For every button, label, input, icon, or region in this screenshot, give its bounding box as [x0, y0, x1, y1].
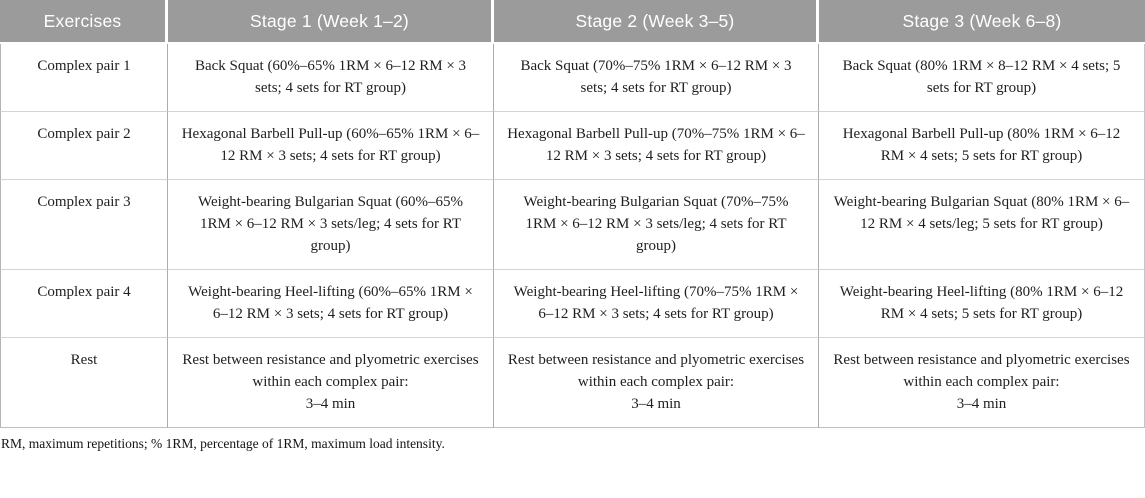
table-cell-stage1: Hexagonal Barbell Pull-up (60%–65% 1RM ×… [168, 112, 494, 180]
table-cell-stage1: Weight-bearing Bulgarian Squat (60%–65% … [168, 180, 494, 270]
table-cell-stage1: Rest between resistance and plyometric e… [168, 338, 494, 428]
table-row-complex-pair-3: Complex pair 3 Weight-bearing Bulgarian … [0, 180, 1145, 270]
table-body: Complex pair 1 Back Squat (60%–65% 1RM ×… [0, 44, 1145, 428]
table-cell-stage3: Back Squat (80% 1RM × 8–12 RM × 4 sets; … [819, 44, 1145, 112]
table-footnote: RM, maximum repetitions; % 1RM, percenta… [1, 436, 445, 451]
training-program-table: Exercises Stage 1 (Week 1–2) Stage 2 (We… [0, 0, 1145, 428]
table-cell-stage3: Hexagonal Barbell Pull-up (80% 1RM × 6–1… [819, 112, 1145, 180]
table-row-complex-pair-1: Complex pair 1 Back Squat (60%–65% 1RM ×… [0, 44, 1145, 112]
row-label: Complex pair 2 [0, 112, 168, 180]
table-row-complex-pair-4: Complex pair 4 Weight-bearing Heel-lifti… [0, 270, 1145, 338]
row-label: Rest [0, 338, 168, 428]
column-header-exercises: Exercises [0, 0, 168, 44]
column-header-stage2: Stage 2 (Week 3–5) [494, 0, 819, 44]
column-header-stage3: Stage 3 (Week 6–8) [819, 0, 1145, 44]
row-label: Complex pair 3 [0, 180, 168, 270]
row-label: Complex pair 4 [0, 270, 168, 338]
table-cell-stage2: Hexagonal Barbell Pull-up (70%–75% 1RM ×… [494, 112, 819, 180]
table-cell-stage3: Rest between resistance and plyometric e… [819, 338, 1145, 428]
table-cell-stage3: Weight-bearing Bulgarian Squat (80% 1RM … [819, 180, 1145, 270]
table-cell-stage1: Weight-bearing Heel-lifting (60%–65% 1RM… [168, 270, 494, 338]
table-cell-stage2: Weight-bearing Heel-lifting (70%–75% 1RM… [494, 270, 819, 338]
table-cell-stage1: Back Squat (60%–65% 1RM × 6–12 RM × 3 se… [168, 44, 494, 112]
table-cell-stage2: Weight-bearing Bulgarian Squat (70%–75% … [494, 180, 819, 270]
table-cell-stage2: Rest between resistance and plyometric e… [494, 338, 819, 428]
table-cell-stage2: Back Squat (70%–75% 1RM × 6–12 RM × 3 se… [494, 44, 819, 112]
row-label: Complex pair 1 [0, 44, 168, 112]
table-header: Exercises Stage 1 (Week 1–2) Stage 2 (We… [0, 0, 1145, 44]
column-header-stage1: Stage 1 (Week 1–2) [168, 0, 494, 44]
table-cell-stage3: Weight-bearing Heel-lifting (80% 1RM × 6… [819, 270, 1145, 338]
table-row-rest: Rest Rest between resistance and plyomet… [0, 338, 1145, 428]
table-row-complex-pair-2: Complex pair 2 Hexagonal Barbell Pull-up… [0, 112, 1145, 180]
